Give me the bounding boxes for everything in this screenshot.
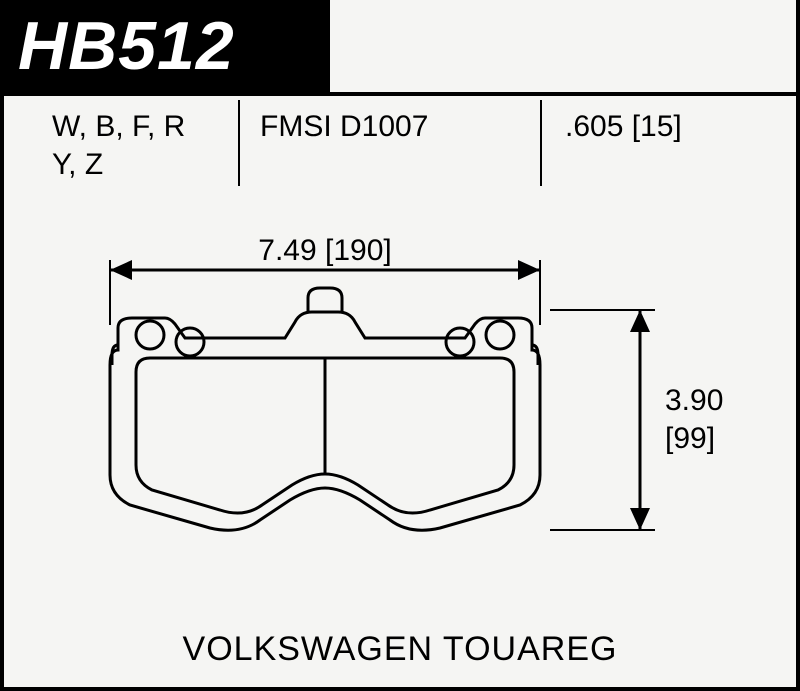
compounds-line1: W, B, F, R bbox=[52, 108, 232, 146]
spec-divider-1 bbox=[238, 100, 240, 186]
thickness-text: .605 [15] bbox=[565, 110, 682, 143]
brake-pad-shape bbox=[110, 288, 540, 530]
vehicle-label: VOLKSWAGEN TOUAREG bbox=[0, 630, 800, 669]
thickness-column: .605 [15] bbox=[565, 108, 765, 146]
part-number-text: HB512 bbox=[18, 8, 235, 84]
brake-pad-diagram: 7.49 [190] 3.90 [99] bbox=[60, 230, 740, 610]
height-dim-in: 3.90 bbox=[665, 384, 723, 417]
compounds-line2: Y, Z bbox=[52, 146, 232, 184]
height-dim-mm: [99] bbox=[665, 422, 715, 455]
spec-divider-2 bbox=[540, 100, 542, 186]
specs-row: W, B, F, R Y, Z FMSI D1007 .605 [15] bbox=[0, 100, 800, 180]
width-dim-text: 7.49 [190] bbox=[258, 234, 391, 267]
compounds-column: W, B, F, R Y, Z bbox=[52, 108, 232, 183]
part-number-header: HB512 bbox=[0, 0, 330, 92]
height-dimension: 3.90 [99] bbox=[550, 310, 723, 530]
header-rule bbox=[0, 92, 800, 96]
fmsi-text: FMSI D1007 bbox=[260, 110, 428, 143]
fmsi-column: FMSI D1007 bbox=[260, 108, 520, 146]
vehicle-text: VOLKSWAGEN TOUAREG bbox=[183, 630, 618, 668]
